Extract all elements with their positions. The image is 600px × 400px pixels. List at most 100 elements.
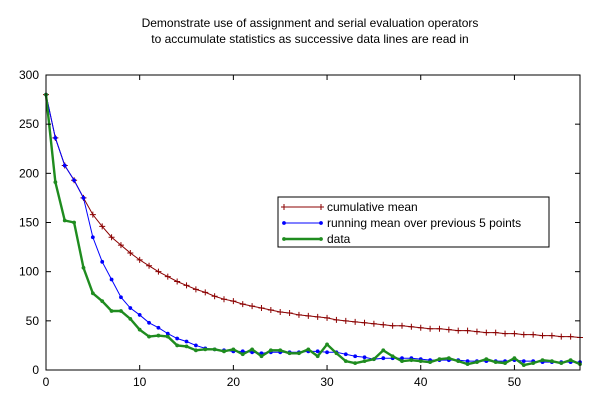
data-point bbox=[287, 351, 292, 356]
chart-title: Demonstrate use of assignment and serial… bbox=[142, 16, 479, 30]
data-point bbox=[286, 309, 293, 316]
data-point bbox=[278, 348, 283, 353]
data-point bbox=[136, 256, 143, 263]
data-point bbox=[390, 354, 395, 359]
data-point bbox=[521, 363, 526, 367]
y-tick-label: 100 bbox=[19, 265, 39, 279]
data-point bbox=[352, 318, 359, 325]
legend: cumulative mean running mean over previou… bbox=[277, 196, 550, 248]
y-tick-label: 300 bbox=[19, 68, 39, 82]
data-point bbox=[343, 352, 348, 357]
data-point bbox=[212, 347, 217, 352]
data-point bbox=[305, 312, 312, 319]
data-point bbox=[549, 359, 554, 364]
data-point bbox=[90, 235, 95, 240]
data-point bbox=[325, 342, 329, 347]
legend-label: cumulative mean bbox=[327, 200, 418, 214]
data-point bbox=[381, 348, 386, 353]
data-point bbox=[353, 361, 358, 366]
data-point bbox=[155, 268, 162, 275]
data-point bbox=[62, 163, 67, 168]
data-point bbox=[511, 330, 518, 337]
y-tick-label: 150 bbox=[19, 216, 39, 230]
data-point bbox=[492, 329, 499, 336]
data-point bbox=[137, 327, 142, 332]
legend-marker bbox=[319, 237, 323, 241]
data-point bbox=[240, 352, 245, 357]
data-point bbox=[539, 332, 546, 339]
legend-label: running mean over previous 5 points bbox=[327, 216, 521, 230]
data-point bbox=[409, 358, 414, 363]
data-point bbox=[250, 347, 255, 352]
data-point bbox=[230, 298, 237, 305]
x-tick-label: 0 bbox=[43, 375, 50, 389]
data-point bbox=[437, 357, 442, 362]
data-point bbox=[128, 306, 133, 310]
series-layer bbox=[43, 91, 583, 367]
data-point bbox=[530, 331, 537, 338]
data-point bbox=[520, 331, 527, 338]
data-point bbox=[353, 354, 358, 359]
data-point bbox=[389, 322, 396, 329]
data-point bbox=[400, 359, 404, 364]
data-point bbox=[147, 320, 151, 325]
y-tick-label: 50 bbox=[26, 314, 40, 328]
data-point bbox=[445, 326, 452, 333]
data-point bbox=[119, 309, 123, 313]
data-point bbox=[493, 360, 498, 365]
legend-items: cumulative mean running mean over previou… bbox=[281, 200, 521, 246]
data-point bbox=[192, 286, 199, 293]
series-running bbox=[44, 92, 582, 365]
data-point bbox=[249, 303, 256, 310]
data-point bbox=[147, 334, 151, 339]
data-point bbox=[531, 361, 536, 366]
data-point bbox=[427, 325, 434, 332]
data-point bbox=[72, 220, 77, 225]
data-point bbox=[100, 259, 105, 264]
legend-item: cumulative mean bbox=[281, 200, 418, 214]
data-point bbox=[362, 359, 367, 364]
x-tick-label: 30 bbox=[320, 375, 334, 389]
data-point bbox=[306, 347, 311, 352]
data-point bbox=[503, 361, 507, 366]
data-point bbox=[295, 311, 302, 318]
data-point bbox=[127, 249, 134, 256]
data-point bbox=[465, 359, 470, 364]
data-point bbox=[361, 319, 368, 326]
data-point bbox=[183, 282, 190, 289]
data-point bbox=[558, 333, 565, 340]
data-point bbox=[399, 322, 405, 329]
data-point bbox=[342, 317, 349, 324]
data-point bbox=[53, 136, 58, 140]
legend-marker bbox=[282, 221, 286, 225]
data-point bbox=[174, 278, 181, 285]
data-point bbox=[381, 356, 386, 361]
data-point bbox=[165, 331, 170, 336]
data-point bbox=[109, 309, 114, 313]
data-point bbox=[258, 305, 265, 312]
data-point bbox=[268, 348, 273, 353]
data-point bbox=[165, 334, 170, 339]
legend-label: data bbox=[327, 232, 351, 246]
data-point bbox=[99, 223, 106, 230]
data-point bbox=[81, 265, 86, 270]
data-point bbox=[128, 316, 133, 321]
chart-subtitle: to accumulate statistics as successive d… bbox=[151, 32, 468, 46]
x-tick-label: 20 bbox=[227, 375, 241, 389]
data-point bbox=[473, 328, 480, 335]
data-point bbox=[343, 359, 348, 364]
data-point bbox=[362, 355, 367, 360]
data-point bbox=[175, 336, 180, 341]
data-point bbox=[90, 291, 95, 296]
data-point bbox=[324, 314, 331, 321]
data-point bbox=[108, 234, 115, 241]
data-point bbox=[184, 344, 189, 349]
series-line bbox=[44, 94, 581, 367]
legend-marker bbox=[319, 221, 323, 225]
data-point bbox=[137, 313, 142, 317]
data-point bbox=[380, 321, 387, 328]
series-data bbox=[44, 92, 582, 367]
data-point bbox=[315, 349, 320, 354]
data-point bbox=[475, 360, 479, 365]
data-point bbox=[370, 320, 377, 327]
